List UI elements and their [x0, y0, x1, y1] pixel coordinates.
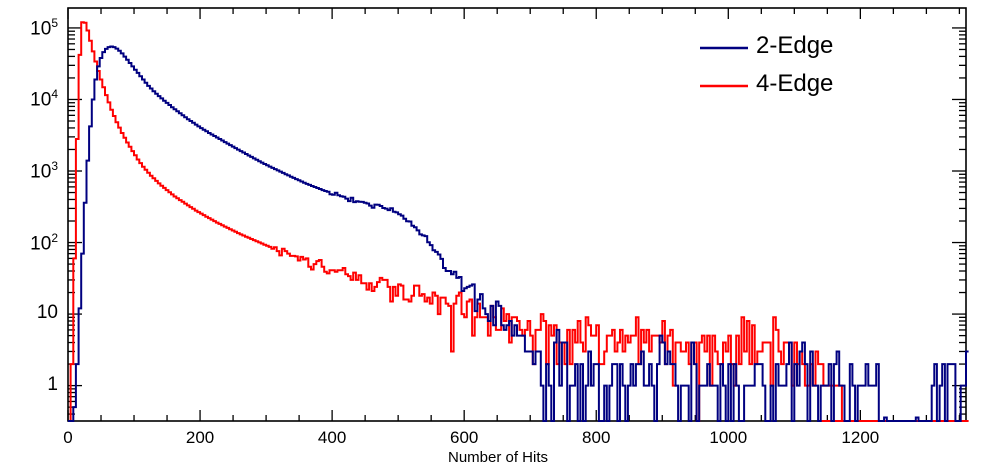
x-axis-title: Number of Hits	[447, 449, 549, 466]
x-axis-tick-label: 200	[185, 428, 215, 447]
x-axis-tick-label: 0	[63, 428, 73, 447]
y-axis-tick-label: 103	[30, 159, 58, 183]
y-axis-tick-label: 102	[30, 230, 58, 254]
plot-frame	[67, 7, 967, 422]
legend-label-2-edge: 2-Edge	[756, 32, 834, 59]
x-axis-tick-label: 600	[449, 428, 479, 447]
series-line-2-edge	[68, 45, 969, 422]
y-axis-tick-label: 10	[36, 302, 58, 324]
legend-swatches	[700, 46, 748, 88]
x-axis-tick-label: 800	[582, 428, 611, 447]
legend-label-4-edge: 4-Edge	[756, 70, 834, 97]
y-axis-ticks	[68, 27, 966, 415]
y-axis-tick-label: 1	[47, 373, 58, 395]
x-axis-tick-label: 1200	[841, 428, 880, 447]
x-axis-ticks	[67, 8, 961, 421]
y-axis-tick-label: 104	[30, 87, 58, 111]
x-axis-tick-label: 400	[317, 428, 347, 447]
x-axis-tick-label: 1000	[709, 428, 748, 447]
series-line-4-edge	[68, 21, 969, 422]
y-axis-tick-label: 105	[30, 15, 58, 40]
